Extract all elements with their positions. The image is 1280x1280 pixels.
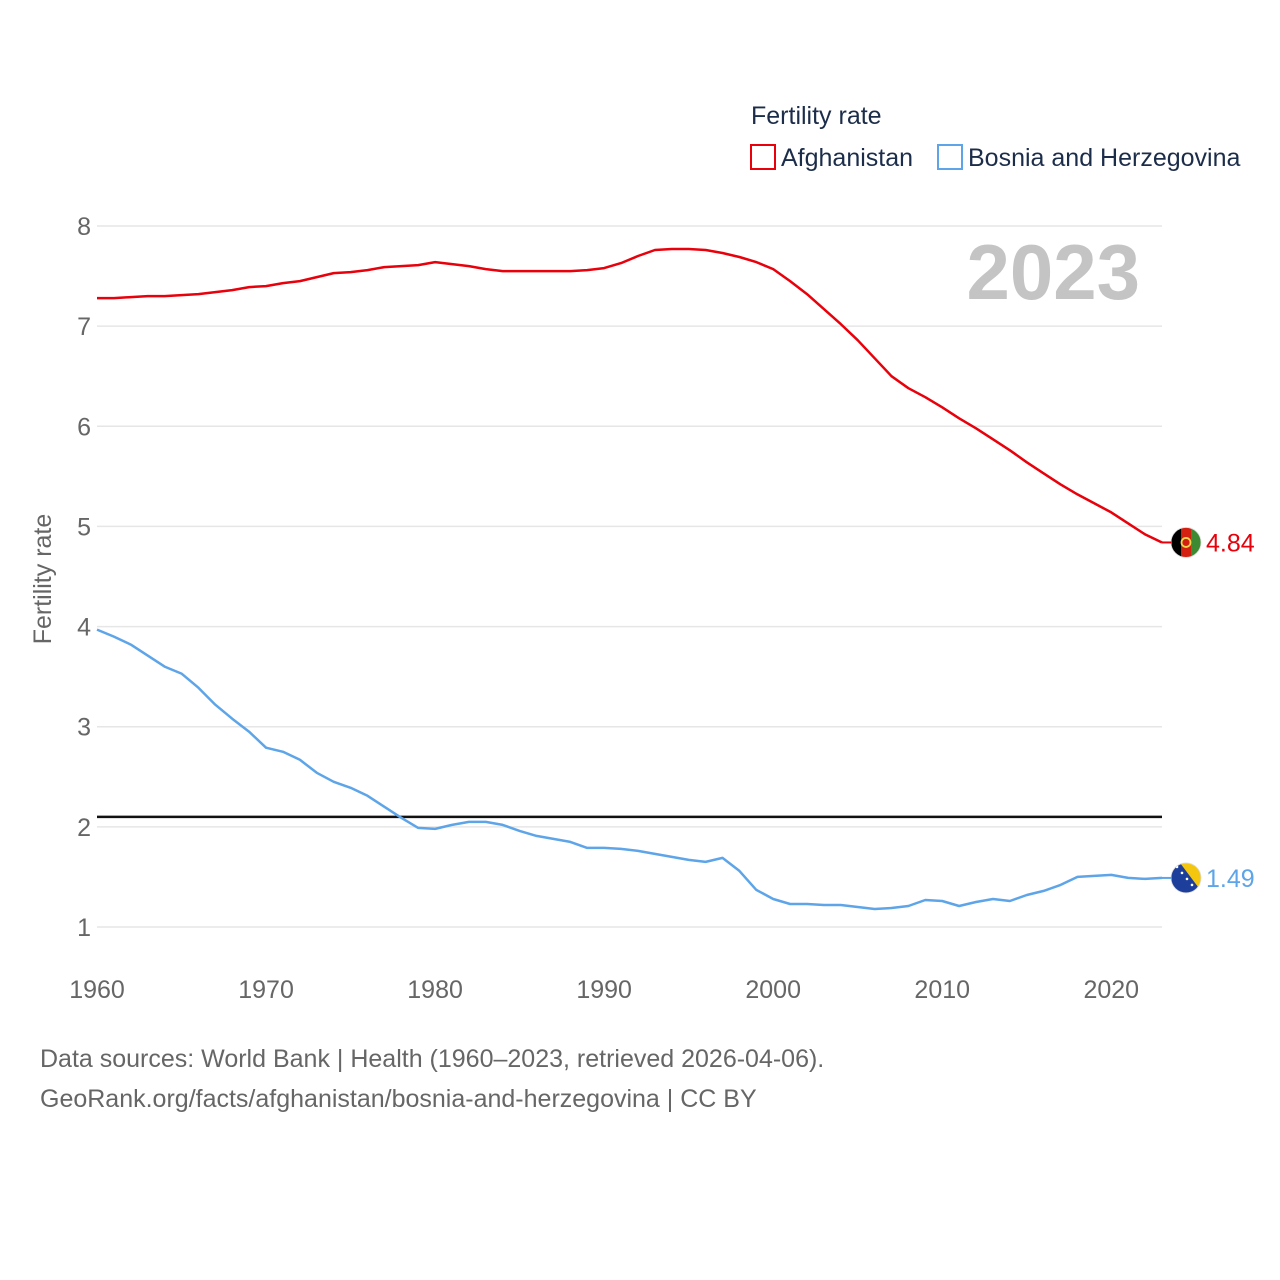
legend-item-afghanistan[interactable]: Afghanistan [750,144,913,172]
fertility-rate-chart: 1 2 3 4 5 6 7 8 1960 1970 1980 1990 2000 2010 2020 Fe… [29,102,1255,1004]
y-axis-ticks: 1 2 3 4 5 6 7 8 [77,213,91,942]
series-lines [96,247,1163,911]
series-line-bosnia-and-herzegovina [96,628,1163,911]
x-axis-ticks: 1960 1970 1980 1990 2000 2010 2020 [69,976,1139,1004]
attribution-link[interactable]: GeoRank.org/facts/afghanistan/bosnia-and… [40,1085,757,1113]
y-tick-label: 1 [77,914,91,942]
legend: Fertility rate Afghanistan Bosnia and Her… [750,102,1240,172]
y-tick-label: 7 [77,313,91,341]
y-tick-label: 4 [77,614,91,642]
gridlines [97,225,1162,928]
y-tick-label: 3 [77,714,91,742]
x-tick-label: 1960 [69,976,125,1004]
legend-label: Afghanistan [781,144,913,172]
x-tick-label: 2000 [745,976,801,1004]
x-tick-label: 2010 [914,976,970,1004]
afghanistan-flag-icon [1171,527,1201,558]
legend-label: Bosnia and Herzegovina [968,144,1240,172]
bosnia-flag-icon [1171,862,1201,893]
end-value-label: 1.49 [1206,865,1255,893]
y-tick-label: 2 [77,814,91,842]
end-value-label: 4.84 [1206,529,1255,557]
x-tick-label: 1980 [407,976,463,1004]
x-tick-label: 1990 [576,976,632,1004]
data-sources-text: Data sources: World Bank | Health (1960–… [40,1045,825,1073]
series-line-afghanistan [97,247,1163,544]
y-tick-label: 6 [77,413,91,441]
year-badge: 2023 [966,228,1140,316]
x-tick-label: 1970 [238,976,294,1004]
legend-title: Fertility rate [751,102,882,130]
legend-swatch [937,144,963,170]
x-tick-label: 2020 [1083,976,1139,1004]
y-tick-label: 5 [77,513,91,541]
legend-swatch [750,144,776,170]
y-axis-label: Fertility rate [29,514,57,645]
legend-item-bosnia-and-herzegovina[interactable]: Bosnia and Herzegovina [937,144,1240,172]
series-end-markers: 4.84 1.49 [1162,527,1255,894]
y-tick-label: 8 [77,213,91,241]
